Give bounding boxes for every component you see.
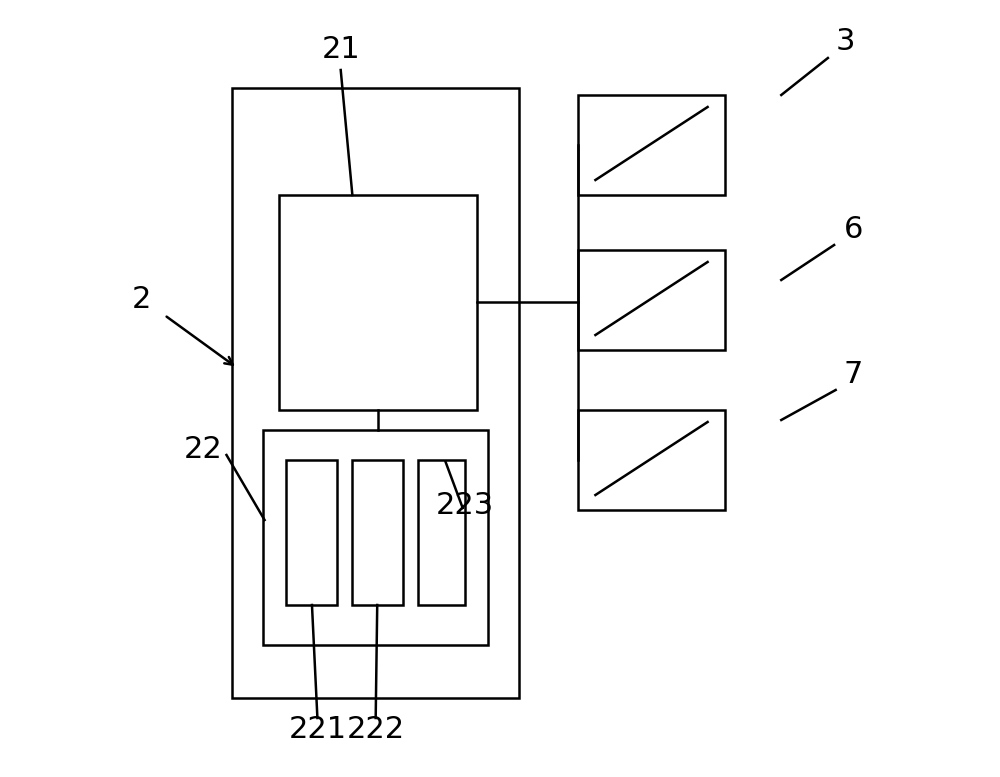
Text: 2: 2 [131, 285, 151, 315]
Text: 221: 221 [288, 716, 346, 744]
Bar [578, 250, 725, 350]
Bar [286, 460, 337, 605]
Bar [418, 460, 465, 605]
Bar [279, 195, 477, 410]
Text: 22: 22 [184, 435, 223, 465]
Text: 222: 222 [347, 716, 405, 744]
Bar [263, 430, 488, 645]
Bar [578, 410, 725, 510]
Bar [232, 88, 519, 698]
Text: 21: 21 [321, 36, 360, 64]
Bar [352, 460, 403, 605]
Bar [578, 95, 725, 195]
Text: 7: 7 [844, 361, 863, 389]
Text: 3: 3 [836, 27, 856, 57]
Text: 6: 6 [844, 215, 863, 245]
Text: 223: 223 [436, 490, 494, 520]
